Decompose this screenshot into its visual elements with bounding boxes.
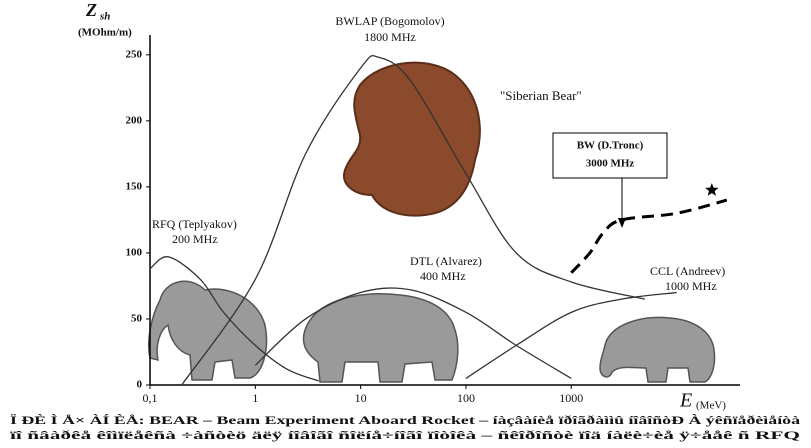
x-label: E [679,390,692,412]
caption: Ï ĐÈ Ì Å× ÀÍ ÈÅ: BEAR – Beam Experiment … [10,413,800,427]
series-line [571,200,727,273]
annotation: BW (D.Tronc) [577,140,644,152]
annotation: 1800 MHz [364,30,416,44]
y-tick-label: 0 [137,379,143,391]
x-tick-label: 100 [457,391,475,405]
annotation: "Siberian Bear" [500,88,582,103]
annotation: 200 MHz [172,232,218,246]
x-tick-label: 0,1 [143,391,158,405]
annotation: 3000 MHz [586,158,635,170]
y-label-sub: sh [99,11,110,23]
annotation: BWLAP (Bogomolov) [335,14,444,28]
bear-illustration [344,63,480,216]
caption: ïî ñâàðêå êîìïëåêñà ÷àñòèö äëÿ íîâîãî ñî… [10,428,800,442]
x-tick-label: 1000 [559,391,583,405]
chart: Z sh (MOhm/m) E (MeV) BWLAP (Bogomolov) … [0,0,811,448]
y-unit: (MOhm/m) [78,27,132,39]
annotation: RFQ (Teplyakov) [152,217,237,231]
annotation: CCL (Andreev) [650,264,725,278]
x-unit: (MeV) [696,400,726,412]
x-tick-label: 1 [252,391,258,405]
y-label: Z [85,0,97,20]
x-tick-label: 10 [355,391,367,405]
y-tick-label: 150 [126,180,143,192]
annotation: 400 MHz [420,269,466,283]
y-tick-label: 250 [126,48,143,60]
y-tick-label: 100 [126,246,143,258]
annotation: 1000 MHz [665,279,717,293]
y-tick-label: 200 [126,114,143,126]
y-tick-label: 50 [131,312,143,324]
end-star [705,183,718,196]
annotation: DTL (Alvarez) [410,254,482,268]
